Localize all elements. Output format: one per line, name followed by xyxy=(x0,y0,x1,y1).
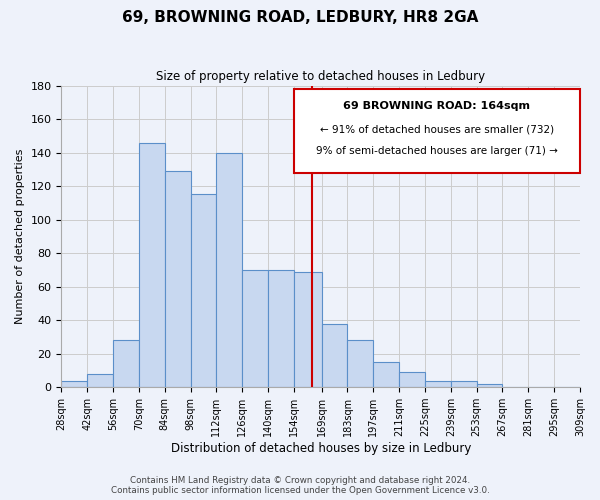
Title: Size of property relative to detached houses in Ledbury: Size of property relative to detached ho… xyxy=(156,70,485,83)
Y-axis label: Number of detached properties: Number of detached properties xyxy=(15,148,25,324)
Bar xyxy=(322,324,347,387)
FancyBboxPatch shape xyxy=(294,89,580,172)
Bar xyxy=(294,272,322,387)
Bar xyxy=(61,380,87,387)
Text: ← 91% of detached houses are smaller (732): ← 91% of detached houses are smaller (73… xyxy=(320,124,554,134)
Text: 69 BROWNING ROAD: 164sqm: 69 BROWNING ROAD: 164sqm xyxy=(343,100,530,110)
Bar xyxy=(268,270,294,387)
Text: 69, BROWNING ROAD, LEDBURY, HR8 2GA: 69, BROWNING ROAD, LEDBURY, HR8 2GA xyxy=(122,10,478,25)
X-axis label: Distribution of detached houses by size in Ledbury: Distribution of detached houses by size … xyxy=(170,442,471,455)
Bar xyxy=(87,374,113,387)
Bar xyxy=(139,142,165,387)
Bar xyxy=(242,270,268,387)
Bar xyxy=(113,340,139,387)
Bar xyxy=(347,340,373,387)
Bar xyxy=(165,171,191,387)
Bar xyxy=(451,380,476,387)
Bar xyxy=(191,194,217,387)
Bar xyxy=(399,372,425,387)
Text: 9% of semi-detached houses are larger (71) →: 9% of semi-detached houses are larger (7… xyxy=(316,146,558,156)
Bar xyxy=(476,384,502,387)
Text: Contains HM Land Registry data © Crown copyright and database right 2024.
Contai: Contains HM Land Registry data © Crown c… xyxy=(110,476,490,495)
Bar xyxy=(217,152,242,387)
Bar xyxy=(425,380,451,387)
Bar xyxy=(373,362,399,387)
